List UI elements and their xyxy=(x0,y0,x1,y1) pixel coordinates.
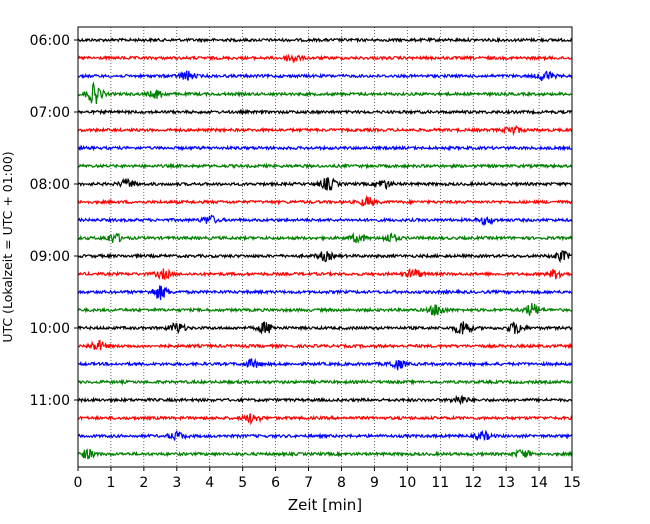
seismic-trace xyxy=(77,394,573,406)
seismic-trace xyxy=(77,214,573,227)
x-tick-label: 6 xyxy=(271,475,280,491)
seismic-trace xyxy=(77,231,573,244)
seismic-trace xyxy=(77,302,573,316)
y-axis-ticks: 06:00 07:00 08:00 09:00 10:00 11:00 xyxy=(30,33,78,409)
y-tick-label: 08:00 xyxy=(30,177,70,193)
x-tick-label: 2 xyxy=(139,475,148,491)
seismic-trace xyxy=(77,413,573,426)
y-tick-label: 10:00 xyxy=(30,321,70,337)
x-tick-label: 11 xyxy=(431,475,449,491)
y-axis-label: UTC (Lokalzeit = UTC + 01:00) xyxy=(0,151,15,342)
x-tick-label: 7 xyxy=(304,475,313,491)
seismic-trace xyxy=(77,357,573,371)
seismic-trace xyxy=(77,194,573,207)
seismic-trace xyxy=(77,162,573,170)
seismic-trace xyxy=(77,378,573,386)
x-axis-label: Zeit [min] xyxy=(288,496,362,514)
grid-layer xyxy=(110,27,540,467)
seismic-trace xyxy=(77,448,573,460)
seismic-trace xyxy=(77,53,573,64)
trace-layer xyxy=(77,36,573,460)
x-tick-label: 12 xyxy=(464,475,482,491)
seismic-trace xyxy=(77,108,573,116)
x-tick-label: 3 xyxy=(172,475,181,491)
y-tick-label: 06:00 xyxy=(30,33,70,49)
x-tick-label: 15 xyxy=(563,475,581,491)
seismic-trace xyxy=(77,125,573,137)
x-axis-ticks: 0 1 2 3 4 5 6 7 8 9 10 11 12 13 14 15 xyxy=(74,467,581,491)
seismic-trace xyxy=(77,321,573,335)
seismic-trace xyxy=(77,36,573,44)
y-tick-label: 07:00 xyxy=(30,105,70,121)
seismic-trace xyxy=(77,339,573,351)
y-tick-label: 11:00 xyxy=(30,393,70,409)
x-tick-label: 1 xyxy=(106,475,115,491)
seismic-trace xyxy=(77,144,573,152)
x-tick-label: 0 xyxy=(74,475,83,491)
seismic-trace xyxy=(77,429,573,442)
seismic-trace xyxy=(77,177,573,191)
x-tick-label: 14 xyxy=(530,475,548,491)
x-tick-label: 4 xyxy=(205,475,214,491)
y-tick-label: 09:00 xyxy=(30,249,70,265)
seismic-trace xyxy=(77,267,573,281)
x-tick-label: 8 xyxy=(337,475,346,491)
seismic-trace xyxy=(77,70,573,82)
x-tick-label: 10 xyxy=(398,475,416,491)
plot-frame xyxy=(77,26,573,468)
seismic-trace xyxy=(77,285,573,301)
x-tick-label: 5 xyxy=(238,475,247,491)
seismic-trace xyxy=(77,250,573,264)
x-tick-label: 9 xyxy=(370,475,379,491)
x-tick-label: 13 xyxy=(497,475,515,491)
seismic-trace xyxy=(77,81,573,104)
